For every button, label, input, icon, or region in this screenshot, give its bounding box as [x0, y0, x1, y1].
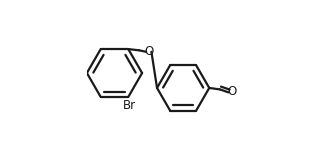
- Text: O: O: [144, 45, 153, 58]
- Text: Br: Br: [122, 99, 136, 112]
- Text: O: O: [227, 85, 236, 98]
